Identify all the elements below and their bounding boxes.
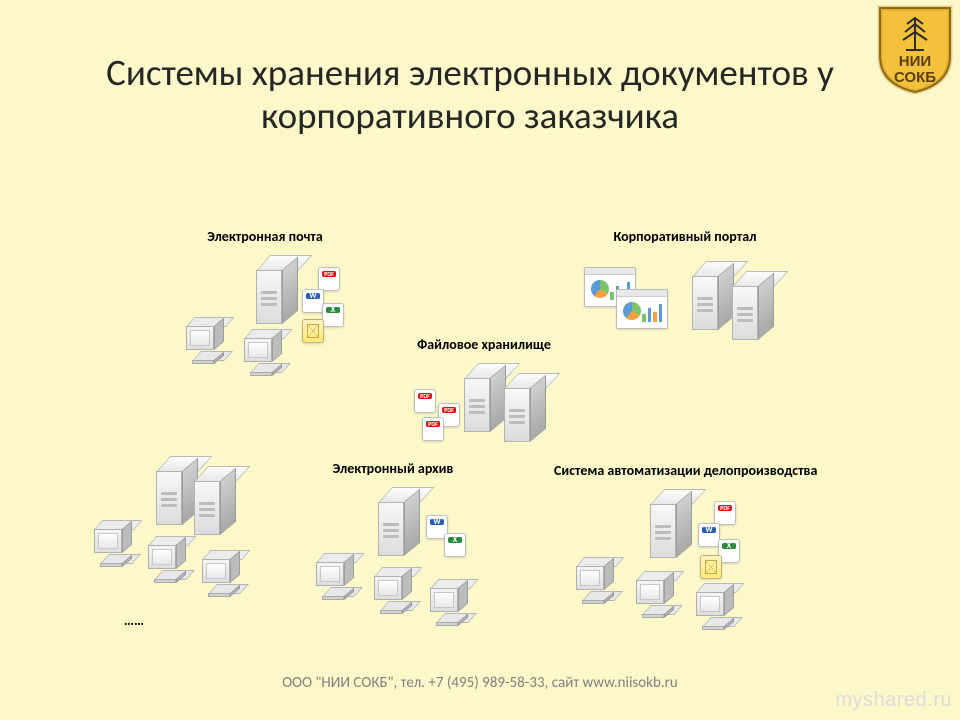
svg-text:СОКБ: СОКБ xyxy=(894,69,936,86)
footer-text: ООО "НИИ СОКБ", тел. +7 (495) 989-58-33,… xyxy=(0,674,960,692)
cluster-art-ellipsis xyxy=(84,456,264,606)
cluster-label-email: Электронная почта xyxy=(170,228,360,245)
mail-file-icon xyxy=(700,555,722,579)
server-icon xyxy=(378,487,420,557)
dashboard-pane-icon xyxy=(616,289,668,329)
server-icon xyxy=(732,271,774,341)
word-file-icon xyxy=(698,523,720,547)
server-icon xyxy=(464,363,506,433)
cluster-email: Электронная почта xyxy=(170,228,360,379)
workstation-icon xyxy=(632,571,686,623)
cluster-archive: Электронный архив xyxy=(298,460,488,631)
pdf-file-icon xyxy=(422,417,444,441)
pdf-file-icon xyxy=(414,389,436,413)
cluster-label-portal: Корпоративный портал xyxy=(580,228,790,245)
slide-canvas: Системы хранения электронных документов … xyxy=(0,0,960,720)
xls-file-icon xyxy=(322,303,344,327)
cluster-label-filestore: Файловое хранилище xyxy=(404,336,564,353)
workstation-icon xyxy=(182,317,236,369)
cluster-filestore: Файловое хранилище xyxy=(404,336,564,467)
server-icon xyxy=(194,466,236,536)
slide-title: Системы хранения электронных документов … xyxy=(40,52,900,137)
workstation-icon xyxy=(198,550,252,602)
cluster-art-archive xyxy=(298,481,488,631)
server-icon xyxy=(650,489,692,559)
cluster-portal: Корпоративный портал xyxy=(580,228,790,379)
workstation-icon xyxy=(90,520,144,572)
cluster-label-workflow: Система автоматизации делопроизводства xyxy=(554,462,784,479)
cluster-ellipsis: …… xyxy=(84,456,264,633)
watermark: myshared.ru xyxy=(835,689,952,712)
server-icon xyxy=(504,373,546,443)
workstation-icon xyxy=(692,583,746,635)
cluster-art-workflow xyxy=(554,483,784,633)
workstation-icon xyxy=(312,553,366,605)
pdf-file-icon xyxy=(714,501,736,525)
cluster-art-portal xyxy=(580,249,790,379)
xls-file-icon xyxy=(444,533,466,557)
cluster-label-ellipsis: …… xyxy=(84,612,264,629)
workstation-icon xyxy=(370,567,424,619)
svg-text:НИИ: НИИ xyxy=(899,53,931,70)
mail-file-icon xyxy=(302,319,324,343)
cluster-art-email xyxy=(170,249,360,379)
word-file-icon xyxy=(302,289,324,313)
workstation-icon xyxy=(240,329,294,381)
pdf-file-icon xyxy=(318,267,340,291)
server-icon xyxy=(156,456,198,526)
workstation-icon xyxy=(572,557,626,609)
cluster-label-archive: Электронный архив xyxy=(298,460,488,477)
server-icon xyxy=(256,255,298,325)
workstation-icon xyxy=(426,579,480,631)
logo-badge: НИИ СОКБ xyxy=(876,4,954,94)
workstation-icon xyxy=(144,536,198,588)
cluster-art-filestore xyxy=(404,357,564,467)
server-icon xyxy=(692,261,734,331)
cluster-workflow: Система автоматизации делопроизводства xyxy=(554,462,784,633)
